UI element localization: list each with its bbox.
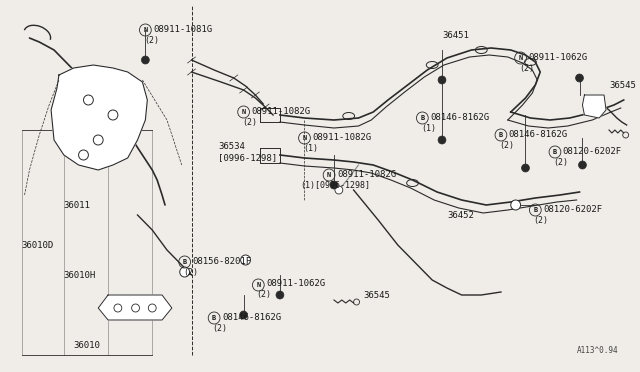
Polygon shape	[51, 65, 147, 170]
Circle shape	[438, 76, 446, 84]
Text: 36545: 36545	[364, 291, 390, 299]
Text: 36534
[0996-1298]: 36534 [0996-1298]	[218, 142, 277, 162]
Text: 36010H: 36010H	[64, 270, 96, 279]
Text: (2): (2)	[554, 157, 568, 167]
Text: B: B	[499, 132, 503, 138]
Text: 08911-1082G: 08911-1082G	[337, 170, 396, 179]
Text: (1): (1)	[420, 124, 436, 132]
Text: 08156-8201F: 08156-8201F	[193, 257, 252, 266]
Text: B: B	[533, 207, 538, 213]
Text: 36545: 36545	[609, 80, 636, 90]
Circle shape	[511, 200, 520, 210]
Text: B: B	[182, 259, 187, 265]
Text: N: N	[241, 109, 246, 115]
Text: 36010: 36010	[74, 340, 100, 350]
Text: 08146-8162G: 08146-8162G	[509, 129, 568, 138]
Text: B: B	[553, 149, 557, 155]
Circle shape	[335, 186, 343, 194]
Text: 36451: 36451	[442, 31, 469, 39]
Circle shape	[180, 267, 189, 277]
Text: N: N	[256, 282, 260, 288]
Circle shape	[93, 135, 103, 145]
Text: (1)[0996-1298]: (1)[0996-1298]	[300, 180, 370, 189]
Text: 08911-1082G: 08911-1082G	[252, 106, 310, 115]
Text: (2): (2)	[183, 267, 198, 276]
Text: 08120-6202F: 08120-6202F	[543, 205, 602, 214]
Text: N: N	[302, 135, 307, 141]
Text: N: N	[327, 172, 331, 178]
Text: (2): (2)	[534, 215, 548, 224]
Text: 08911-1062G: 08911-1062G	[266, 279, 325, 289]
Circle shape	[330, 181, 338, 189]
Text: B: B	[212, 315, 216, 321]
Text: (2): (2)	[257, 291, 272, 299]
Circle shape	[79, 150, 88, 160]
Text: N: N	[518, 55, 523, 61]
Circle shape	[108, 110, 118, 120]
Circle shape	[83, 95, 93, 105]
Text: (2): (2)	[499, 141, 515, 150]
Text: (2): (2)	[144, 35, 159, 45]
Circle shape	[141, 56, 149, 64]
Text: A113^0.94: A113^0.94	[577, 346, 619, 355]
Circle shape	[522, 164, 529, 172]
Text: 08911-1062G: 08911-1062G	[529, 52, 588, 61]
Text: (1): (1)	[303, 144, 318, 153]
Text: 08120-6202F: 08120-6202F	[563, 147, 622, 155]
Text: 08146-8162G: 08146-8162G	[430, 112, 490, 122]
Circle shape	[438, 136, 446, 144]
Polygon shape	[98, 295, 172, 320]
Circle shape	[579, 161, 586, 169]
Circle shape	[575, 74, 584, 82]
Text: 36010D: 36010D	[22, 241, 54, 250]
Circle shape	[241, 255, 250, 265]
Text: 36011: 36011	[64, 201, 91, 209]
Polygon shape	[582, 95, 606, 118]
Text: 36452: 36452	[447, 211, 474, 219]
Text: N: N	[143, 27, 147, 33]
Circle shape	[276, 291, 284, 299]
Text: B: B	[420, 115, 424, 121]
Text: 08911-1082G: 08911-1082G	[312, 132, 371, 141]
Text: 08146-8162G: 08146-8162G	[222, 312, 281, 321]
Text: (2): (2)	[212, 324, 227, 333]
Text: (2): (2)	[519, 64, 534, 73]
Circle shape	[239, 311, 248, 319]
Text: 08911-1081G: 08911-1081G	[153, 25, 212, 33]
Text: (2): (2)	[242, 118, 257, 126]
